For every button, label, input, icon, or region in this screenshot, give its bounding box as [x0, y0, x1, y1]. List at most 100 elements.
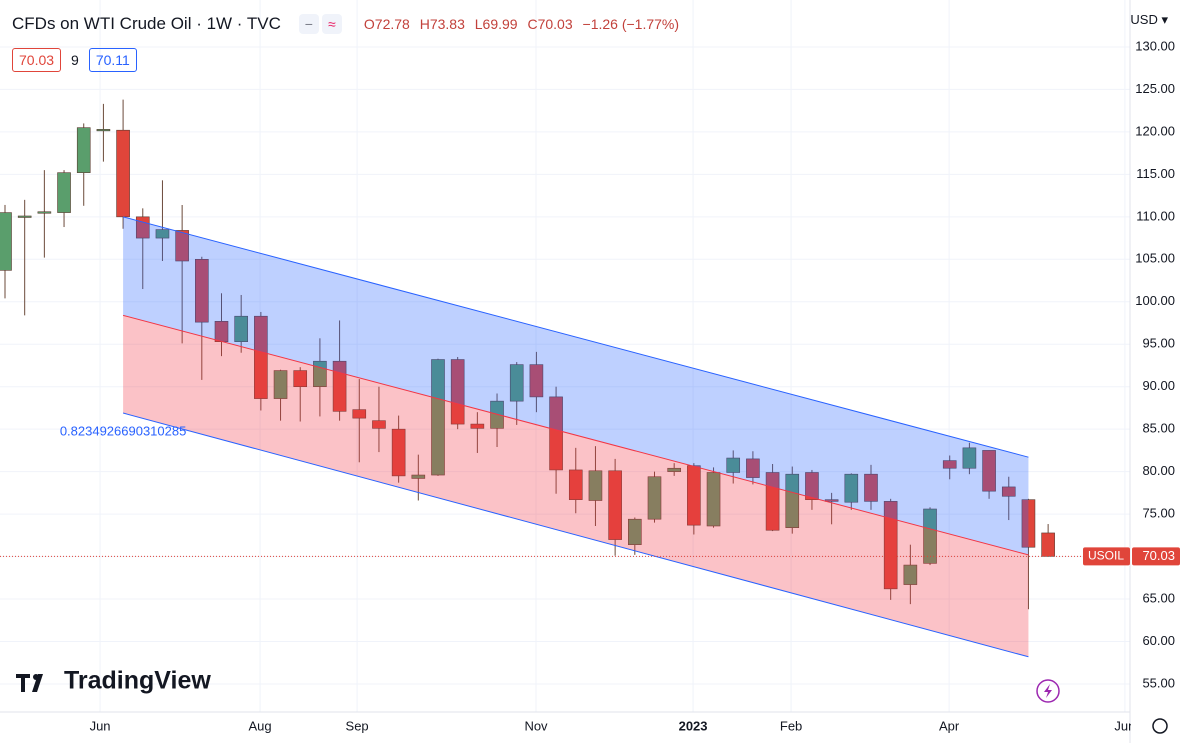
candle-body	[411, 474, 426, 479]
x-tick-label: 2023	[679, 718, 708, 733]
candle-body	[982, 450, 996, 492]
header: CFDs on WTI Crude Oil · 1W · TVC − ≈ O72…	[12, 14, 685, 34]
y-tick-label: 115.00	[1136, 166, 1175, 181]
candle-body	[647, 476, 662, 520]
candle-body	[450, 359, 465, 425]
spread: 9	[71, 52, 79, 68]
candle-body	[135, 216, 150, 239]
buy-price[interactable]: 70.11	[88, 48, 137, 72]
candle-body	[431, 359, 445, 476]
candle-body	[549, 396, 563, 471]
candle-body	[470, 423, 485, 429]
candle-body	[273, 370, 288, 399]
candle-body	[352, 409, 367, 419]
compare-button[interactable]: ≈	[321, 14, 342, 34]
y-tick-label: 75.00	[1142, 506, 1175, 521]
collapse-button[interactable]: −	[298, 14, 319, 34]
candle-body	[765, 472, 780, 531]
ohlc-low: L69.99	[474, 16, 518, 32]
candle-body	[76, 127, 91, 173]
candle-body	[195, 259, 209, 323]
candle-body	[942, 460, 957, 469]
candle-body	[529, 364, 544, 398]
y-tick-label: 65.00	[1142, 590, 1175, 605]
candle-body	[234, 315, 248, 342]
currency[interactable]: USD ▾	[1130, 12, 1168, 27]
x-tick-label: Sep	[346, 718, 369, 733]
time-axis-corner	[1131, 713, 1180, 743]
candle-body	[844, 473, 859, 503]
y-tick-label: 110.00	[1136, 208, 1175, 223]
candle-body	[588, 470, 603, 501]
candle-body	[0, 212, 12, 271]
candle-body	[155, 229, 170, 239]
candle-body	[805, 472, 819, 500]
candle-body	[391, 428, 406, 477]
x-tick-label: Feb	[780, 718, 802, 733]
candle-body	[923, 508, 937, 564]
x-tick-label: Jun	[90, 718, 111, 733]
candle-body	[746, 458, 760, 478]
symbol-tag: USOIL	[1088, 548, 1124, 562]
channel-upper-line	[122, 216, 1029, 458]
candle-body	[313, 360, 327, 388]
time-axis	[0, 712, 1130, 743]
candle-body	[667, 467, 681, 472]
x-tick-label: Nov	[524, 718, 548, 733]
channel-lower-line	[122, 412, 1029, 658]
candle-body	[568, 469, 583, 500]
candle-body	[883, 501, 898, 590]
candle-body	[96, 129, 111, 132]
candle-body	[608, 470, 622, 540]
candle-body	[1021, 499, 1036, 548]
candle-body	[628, 518, 642, 545]
y-tick-label: 130.00	[1135, 38, 1175, 53]
settings-icon[interactable]	[1152, 718, 1168, 734]
price-tag: 70.03	[1142, 548, 1175, 563]
candle-body	[175, 230, 189, 262]
alert-icon[interactable]	[1036, 679, 1060, 703]
x-tick-label: Aug	[249, 718, 272, 733]
candle-body	[687, 465, 701, 526]
candle-body	[864, 473, 878, 502]
trade-row: 70.03 9 70.11	[12, 48, 137, 72]
brand-logo: TradingView	[16, 667, 211, 695]
price-axis	[1130, 0, 1180, 743]
candle-body	[962, 447, 977, 469]
candle-body	[726, 457, 741, 473]
candle-body	[1001, 486, 1016, 497]
candle-body	[254, 315, 268, 399]
ohlc-legend: O72.78 H73.83 L69.99 C70.03 −1.26 (−1.77…	[364, 16, 685, 32]
y-tick-label: 85.00	[1142, 421, 1175, 436]
x-tick-label: Jun	[1114, 718, 1135, 733]
candle-body	[57, 172, 71, 213]
brand-name: TradingView	[64, 667, 211, 695]
channel-lower-fill	[123, 315, 1029, 657]
alert-bolt	[1044, 684, 1052, 698]
currency-label: USD	[1130, 12, 1158, 27]
ohlc-open: O72.78	[363, 16, 410, 32]
channel-upper-fill	[123, 216, 1029, 555]
x-tick-label: Apr	[939, 718, 960, 733]
symbol-tag-bg	[1083, 547, 1130, 566]
y-tick-label: 95.00	[1142, 336, 1175, 351]
candle-body	[509, 364, 524, 402]
y-tick-label: 105.00	[1135, 251, 1175, 266]
candle-body	[824, 499, 839, 502]
ohlc-close: C70.03	[527, 16, 573, 32]
y-tick-label: 55.00	[1142, 675, 1175, 690]
candle-body	[1041, 532, 1055, 557]
candle-body	[706, 472, 721, 527]
channel-label: 0.8234926690310285	[60, 423, 187, 438]
y-tick-label: 100.00	[1135, 293, 1175, 308]
candle-body	[372, 420, 386, 429]
y-tick-label: 90.00	[1142, 378, 1175, 393]
sell-price[interactable]: 70.03	[12, 48, 62, 72]
y-tick-label: 80.00	[1142, 463, 1175, 478]
candle-body	[293, 370, 308, 388]
candle-body	[17, 215, 32, 218]
ohlc-change: −1.26 (−1.77%)	[582, 16, 680, 32]
candle-body	[37, 211, 52, 214]
